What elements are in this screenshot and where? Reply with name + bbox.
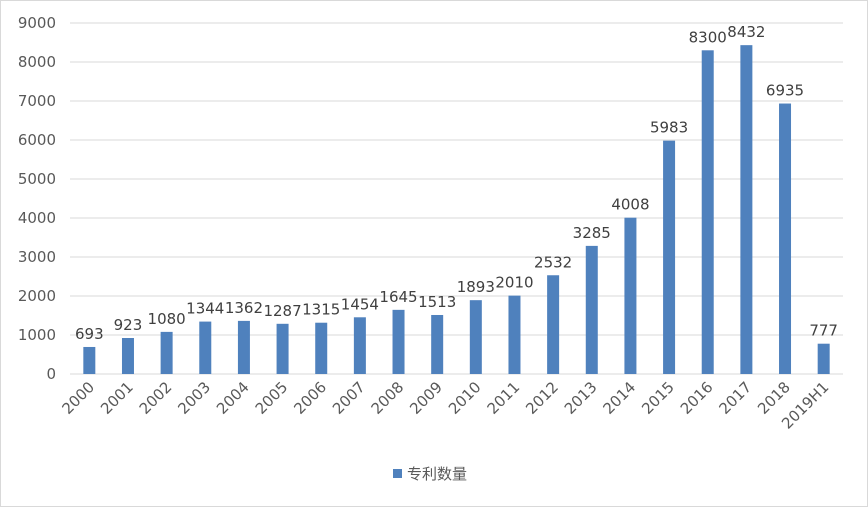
x-tick-label: 2006 bbox=[290, 378, 330, 418]
x-tick-label: 2001 bbox=[97, 378, 137, 418]
y-tick-label: 6000 bbox=[18, 131, 56, 149]
x-tick-label: 2008 bbox=[368, 378, 408, 418]
x-tick-label: 2015 bbox=[638, 378, 678, 418]
x-tick-label: 2003 bbox=[174, 378, 214, 418]
bar bbox=[701, 50, 714, 375]
bar bbox=[508, 295, 521, 374]
bar bbox=[585, 245, 598, 374]
x-tick-label: 2004 bbox=[213, 378, 253, 418]
bar bbox=[547, 275, 560, 374]
bar bbox=[353, 317, 366, 374]
data-label: 5983 bbox=[650, 119, 688, 137]
bar bbox=[779, 103, 792, 374]
bar bbox=[392, 309, 405, 374]
x-tick-label: 2016 bbox=[677, 378, 717, 418]
data-label: 777 bbox=[809, 322, 838, 340]
data-label: 923 bbox=[114, 316, 143, 334]
y-tick-label: 2000 bbox=[18, 287, 56, 305]
x-tick-label: 2013 bbox=[561, 378, 601, 418]
bar bbox=[83, 346, 96, 374]
data-label: 1645 bbox=[379, 288, 417, 306]
data-label: 8432 bbox=[727, 23, 765, 41]
data-label: 1893 bbox=[457, 278, 495, 296]
y-tick-label: 0 bbox=[46, 365, 56, 383]
bar bbox=[121, 338, 134, 374]
x-tick-label: 2007 bbox=[329, 378, 369, 418]
data-label: 1080 bbox=[148, 310, 186, 328]
data-label: 1362 bbox=[225, 299, 263, 317]
bar bbox=[740, 45, 753, 374]
data-label: 1454 bbox=[341, 295, 379, 313]
y-tick-label: 1000 bbox=[18, 326, 56, 344]
x-tick-label: 2014 bbox=[600, 378, 640, 418]
data-label: 1287 bbox=[263, 302, 301, 320]
x-tick-label: 2005 bbox=[252, 378, 292, 418]
data-label: 3285 bbox=[573, 224, 611, 242]
bar bbox=[431, 314, 444, 374]
y-tick-label: 3000 bbox=[18, 248, 56, 266]
legend-label: 专利数量 bbox=[407, 465, 467, 483]
data-label: 1315 bbox=[302, 301, 340, 319]
y-tick-label: 4000 bbox=[18, 209, 56, 227]
y-tick-label: 5000 bbox=[18, 170, 56, 188]
bar bbox=[624, 217, 637, 374]
y-tick-label: 7000 bbox=[18, 92, 56, 110]
bar bbox=[469, 300, 482, 374]
x-tick-label: 2009 bbox=[406, 378, 446, 418]
bar bbox=[199, 321, 212, 374]
y-tick-label: 9000 bbox=[18, 14, 56, 32]
x-tick-label: 2017 bbox=[715, 378, 755, 418]
data-label: 1344 bbox=[186, 300, 224, 318]
x-tick-label: 2000 bbox=[58, 378, 98, 418]
legend-swatch bbox=[393, 469, 402, 478]
x-tick-label: 2011 bbox=[484, 378, 524, 418]
x-tick-label: 2010 bbox=[445, 378, 485, 418]
data-label: 8300 bbox=[689, 28, 727, 46]
bar bbox=[663, 140, 676, 374]
bar bbox=[237, 320, 250, 374]
bar bbox=[160, 331, 173, 374]
data-label: 1513 bbox=[418, 293, 456, 311]
data-label: 693 bbox=[75, 325, 104, 343]
x-tick-label: 2002 bbox=[136, 378, 176, 418]
x-tick-label: 2012 bbox=[522, 378, 562, 418]
data-label: 2010 bbox=[495, 274, 533, 292]
data-label: 2532 bbox=[534, 253, 572, 271]
bar bbox=[276, 323, 289, 374]
y-tick-label: 8000 bbox=[18, 53, 56, 71]
bar bbox=[315, 322, 328, 374]
data-label: 6935 bbox=[766, 82, 804, 100]
bar bbox=[817, 343, 830, 374]
data-label: 4008 bbox=[611, 196, 649, 214]
